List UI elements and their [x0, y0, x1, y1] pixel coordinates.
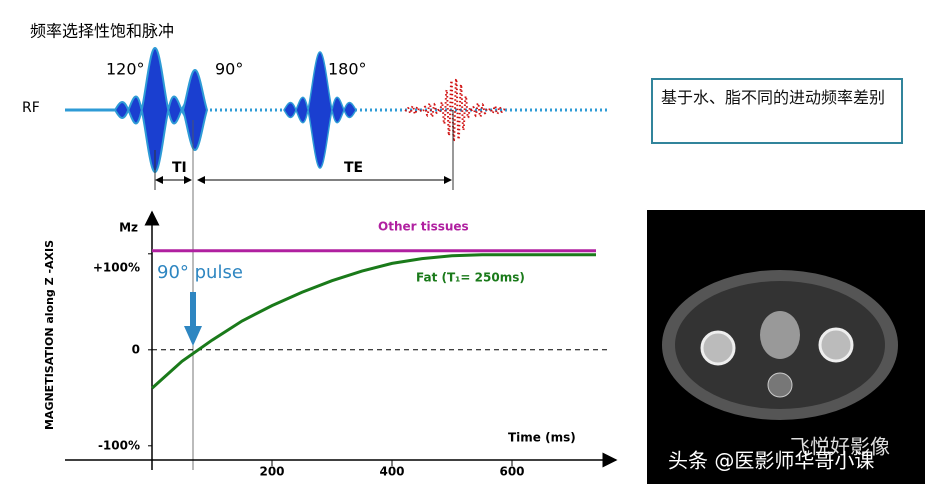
chart: +100% 0 -100% 200 400 600 MAGNETISATION along … [43, 210, 618, 479]
te-label: TE [344, 160, 363, 176]
note-box: 基于水、脂不同的进动频率差别 [651, 78, 903, 144]
annotation: 90° pulse [157, 262, 243, 283]
series-line [150, 253, 596, 390]
y-tick-label: -100% [98, 438, 140, 452]
legend-label: Other tissues [378, 220, 469, 234]
ti-label: TI [172, 160, 187, 176]
pulse-label: 180° [328, 60, 367, 79]
y-tick-label: +100% [93, 260, 140, 274]
pulse [283, 51, 357, 169]
x-tick-label: 400 [379, 465, 404, 479]
credit: 头条 @医影师华哥小课 [668, 449, 874, 473]
mri-femur [818, 327, 854, 363]
x-axis-title: Time (ms) [508, 431, 576, 445]
y-axis-title: MAGNETISATION along Z -AXIS [43, 240, 56, 430]
x-tick-label: 600 [499, 465, 524, 479]
annotation-arrow [184, 292, 202, 346]
pulses [113, 46, 506, 174]
mri-femur [700, 330, 736, 366]
mri-bladder [760, 311, 800, 359]
rf-label: RF [22, 100, 40, 116]
y-tick-label: 0 [132, 342, 140, 356]
slide-title: 频率选择性饱和脉冲 [30, 22, 174, 41]
x-tick-label: 200 [259, 465, 284, 479]
pulse-label: 120° [106, 60, 145, 79]
mri-rectum [767, 372, 793, 398]
pulse-label: 90° [215, 60, 243, 79]
watermark: 飞悦好影像 [790, 435, 890, 459]
y-unit-label: Mz [119, 221, 138, 235]
pulse [181, 68, 209, 152]
legend-label: Fat (T₁= 250ms) [416, 271, 525, 285]
